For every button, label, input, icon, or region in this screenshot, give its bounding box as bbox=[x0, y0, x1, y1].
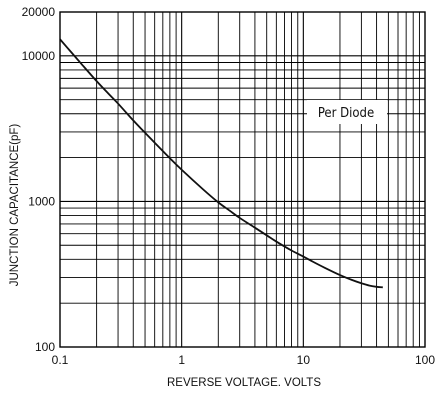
plot-frame bbox=[59, 11, 426, 348]
annotation-per-diode: Per Diode bbox=[318, 106, 374, 121]
grid-lines bbox=[60, 12, 425, 347]
y-tick-label: 1000 bbox=[28, 194, 55, 208]
x-tick-label: 0.1 bbox=[52, 353, 69, 367]
capacitance-curve-0 bbox=[59, 38, 383, 289]
x-axis-title: REVERSE VOLTAGE. VOLTS bbox=[167, 377, 321, 389]
x-tick-labels: 0.1 1 10 100 bbox=[52, 353, 436, 367]
annotation-background bbox=[307, 100, 387, 124]
x-tick-label: 10 bbox=[297, 353, 311, 367]
series-layer bbox=[59, 38, 383, 289]
x-tick-label: 1 bbox=[178, 353, 185, 367]
y-tick-label: 10000 bbox=[22, 49, 56, 63]
y-tick-labels: 100 1000 10000 20000 bbox=[22, 5, 56, 354]
x-tick-label: 100 bbox=[415, 353, 435, 367]
y-tick-label: 20000 bbox=[22, 5, 56, 19]
y-tick-label: 100 bbox=[35, 340, 55, 354]
y-axis-title: JUNCTION CAPACITANCE(pF) bbox=[9, 124, 21, 287]
